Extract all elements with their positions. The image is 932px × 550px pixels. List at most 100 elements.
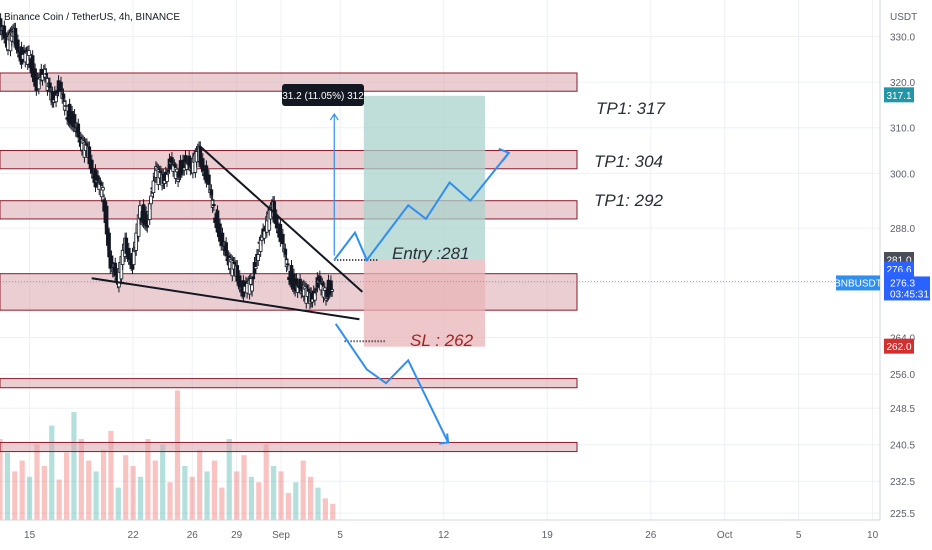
volume-bar — [234, 471, 240, 520]
time-tick-label: 5 — [796, 530, 802, 541]
volume-bar — [86, 460, 92, 520]
candle-body — [16, 39, 20, 53]
volume-bar — [56, 479, 62, 520]
volume-bar — [322, 498, 328, 520]
profit-target-box — [363, 95, 486, 260]
volume-bar — [49, 425, 55, 520]
volume-bar — [108, 430, 114, 520]
bearish-arrowhead — [439, 433, 450, 445]
countdown-timer: 03:45:31 — [890, 289, 929, 300]
candle-body — [151, 180, 156, 194]
measure-tooltip — [282, 84, 364, 106]
candle-body — [207, 174, 211, 185]
tp-label-292: TP1: 292 — [594, 191, 664, 210]
price-tick-label: 288.0 — [890, 224, 915, 235]
volume-bar — [100, 449, 107, 520]
candle-body — [250, 284, 254, 292]
symbol-title: Binance Coin / TetherUS, 4h, BINANCE — [4, 12, 181, 23]
currency-label: USDT — [890, 12, 917, 23]
volume-bar — [130, 466, 136, 520]
volume-bar — [278, 471, 284, 520]
tp-label-317: TP1: 317 — [596, 99, 666, 118]
sl-price-badge-bg — [884, 338, 914, 354]
volume-bar — [4, 452, 10, 520]
candle-body — [101, 187, 105, 191]
sl-price-badge: 262.0 — [886, 342, 911, 353]
candle-body — [0, 18, 3, 28]
volume-bar — [211, 460, 218, 520]
price-tick-label: 240.5 — [890, 441, 915, 452]
volume-bar — [145, 439, 151, 520]
price-tick-label: 256.0 — [890, 370, 915, 381]
volume-bar — [182, 466, 188, 520]
volume-bar — [63, 452, 70, 520]
volume-bar — [26, 476, 33, 520]
candle-body — [76, 123, 81, 138]
candle-body — [131, 250, 136, 265]
time-tick-label: 19 — [542, 530, 554, 541]
volume-bar — [256, 482, 262, 520]
sl-label: SL : 262 — [410, 331, 474, 350]
last-price-badge-bg — [884, 276, 930, 301]
candle-body — [72, 114, 77, 124]
candle-body — [90, 159, 94, 174]
time-tick-label: 26 — [187, 530, 199, 541]
time-tick-label: 10 — [867, 530, 879, 541]
candle-body — [285, 263, 290, 266]
candle-body — [109, 255, 114, 265]
ticker-tag-bg — [836, 275, 880, 291]
tp-price-badge: 317.1 — [886, 91, 911, 102]
price-tick-label: 225.5 — [890, 509, 915, 520]
candle-body — [298, 278, 302, 290]
last-price-badge: 276.3 — [890, 278, 915, 289]
candle-body — [262, 230, 267, 239]
candle-body — [322, 287, 327, 291]
high-price-badge: 281.0 — [886, 256, 911, 267]
volume-bar — [174, 390, 181, 520]
candle-body — [64, 104, 68, 107]
volume-bar — [167, 482, 173, 520]
candle-body — [149, 195, 153, 205]
time-tick-label: 12 — [438, 530, 450, 541]
candle-body — [220, 232, 225, 243]
candle-body — [2, 25, 7, 39]
time-tick-label: 26 — [645, 530, 657, 541]
volume-bar — [330, 503, 336, 520]
volume-bar — [12, 471, 18, 520]
volume-bar — [293, 482, 299, 520]
volume-bar — [263, 444, 269, 520]
price-badge-a: 276.6 — [886, 265, 911, 276]
bearish-projection-arrow — [334, 323, 450, 443]
volume-bar — [115, 487, 121, 520]
time-tick-label: 29 — [231, 530, 243, 541]
volume-bar — [160, 444, 166, 520]
candle-body — [27, 50, 31, 56]
measure-arrowhead — [329, 112, 339, 121]
ticker-tag: BNBUSDT — [834, 278, 882, 289]
volume-bar — [271, 466, 277, 520]
supply-demand-zone — [0, 200, 578, 220]
price-tick-label: 300.0 — [890, 169, 915, 180]
candle-body — [212, 204, 216, 207]
volume-bar — [219, 487, 225, 520]
tp-price-badge-bg — [884, 87, 914, 103]
wedge-lower-trendline — [91, 277, 360, 321]
candle-body — [61, 93, 66, 99]
candle-body — [59, 81, 63, 91]
volume-bar — [137, 476, 144, 520]
time-tick-label: 22 — [128, 530, 140, 541]
time-tick-label: Sep — [272, 530, 290, 541]
bullish-projection-arrow — [333, 152, 510, 262]
candle-body — [330, 289, 334, 292]
volume-indicator-label[interactable]: Vol — [4, 29, 18, 40]
candle-body — [113, 262, 118, 276]
candle-body — [237, 275, 242, 288]
volume-bar — [285, 493, 291, 520]
candle-body — [54, 94, 58, 103]
entry-label: Entry :281 — [392, 244, 470, 263]
price-tick-label: 330.0 — [890, 32, 915, 43]
volume-bar — [34, 444, 40, 520]
volume-bar — [71, 412, 77, 520]
